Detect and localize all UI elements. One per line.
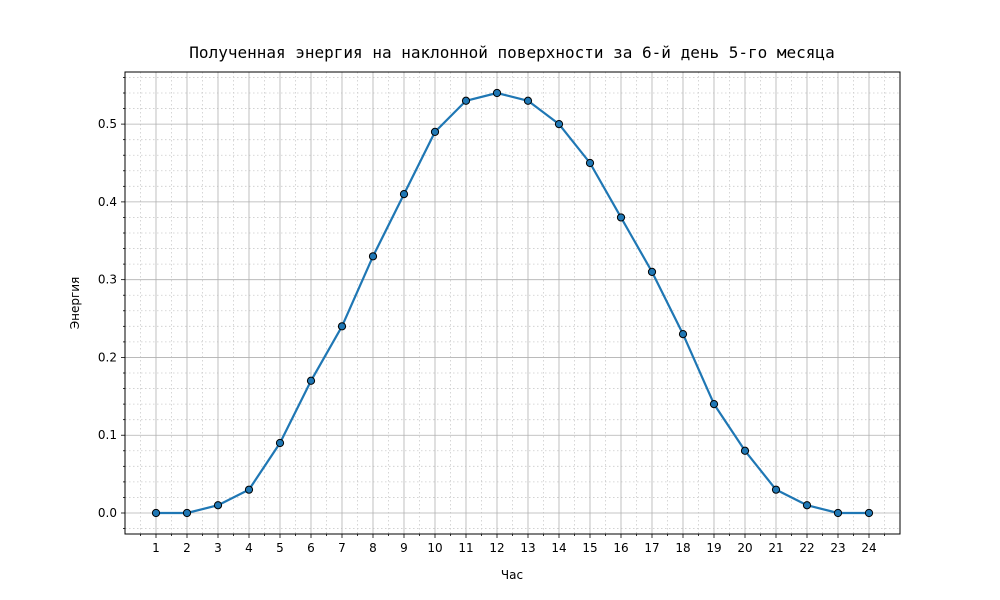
x-axis-label: Час <box>501 568 523 582</box>
x-tick-label: 3 <box>214 541 222 555</box>
y-axis-label: Энергия <box>68 277 82 330</box>
x-tick-label: 16 <box>613 541 628 555</box>
x-tick-label: 12 <box>489 541 504 555</box>
data-point <box>585 158 595 168</box>
data-point <box>182 508 192 518</box>
data-point <box>802 501 812 510</box>
x-tick-label: 22 <box>799 541 814 555</box>
x-tick-label: 10 <box>427 541 442 555</box>
y-tick-label: 0.2 <box>98 350 117 364</box>
data-point <box>678 330 688 339</box>
x-tick-label: 5 <box>276 541 284 555</box>
data-point <box>461 96 471 105</box>
x-tick-label: 19 <box>706 541 721 555</box>
x-tick-label: 6 <box>307 541 315 555</box>
data-point <box>833 508 843 518</box>
x-tick-label: 15 <box>582 541 597 555</box>
y-tick-label: 0.0 <box>98 506 117 520</box>
major-grid <box>125 72 900 534</box>
data-point <box>213 501 223 510</box>
data-point <box>616 213 626 222</box>
y-tick-label: 0.4 <box>98 195 117 209</box>
data-point <box>151 508 161 518</box>
data-point <box>647 267 657 276</box>
data-point <box>554 120 564 129</box>
x-tick-label: 24 <box>861 541 876 555</box>
data-point <box>523 96 533 105</box>
x-tick-label: 14 <box>551 541 566 555</box>
x-tick-label: 17 <box>644 541 659 555</box>
data-point <box>492 88 502 98</box>
data-point <box>337 322 347 331</box>
data-point <box>399 190 409 199</box>
x-tick-label: 20 <box>737 541 752 555</box>
data-point <box>709 400 719 409</box>
x-tick-label: 2 <box>183 541 191 555</box>
x-tick-label: 21 <box>768 541 783 555</box>
y-tick-label: 0.3 <box>98 273 117 287</box>
y-tick-label: 0.1 <box>98 428 117 442</box>
x-tick-label: 18 <box>675 541 690 555</box>
x-tick-label: 9 <box>400 541 408 555</box>
x-tick-label: 23 <box>830 541 845 555</box>
x-tick-label: 11 <box>458 541 473 555</box>
y-axis-tick-labels: 0.0 0.1 0.2 0.3 0.4 0.5 <box>98 117 117 520</box>
x-tick-label: 13 <box>520 541 535 555</box>
x-axis-tick-labels: 1 2 3 4 5 6 7 8 9 10 11 12 13 14 15 16 17 18 19 20 21 22 23 24 <box>152 541 876 555</box>
y-tick-label: 0.5 <box>98 117 117 131</box>
data-point <box>430 127 440 136</box>
data-point <box>368 252 378 261</box>
x-tick-label: 8 <box>369 541 377 555</box>
data-point <box>864 508 874 518</box>
data-point <box>306 376 316 385</box>
energy-series-markers <box>151 88 874 518</box>
data-point <box>771 485 781 494</box>
energy-series-line <box>156 91 869 515</box>
x-tick-label: 7 <box>338 541 346 555</box>
data-point <box>740 446 750 455</box>
chart-title: Полученная энергия на наклонной поверхно… <box>189 43 834 62</box>
data-point <box>275 438 285 448</box>
data-point <box>244 485 254 494</box>
x-tick-label: 1 <box>152 541 160 555</box>
x-tick-label: 4 <box>245 541 253 555</box>
minor-grid <box>125 72 900 534</box>
axis-ticks <box>121 77 885 538</box>
